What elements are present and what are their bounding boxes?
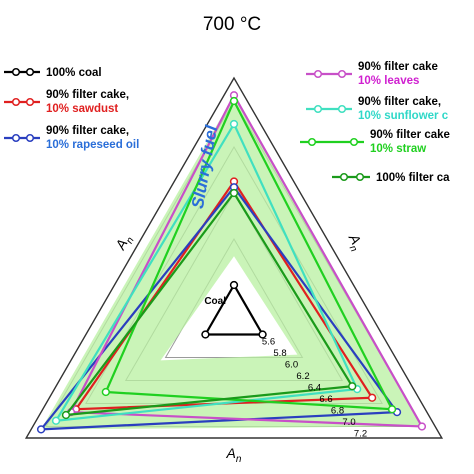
tick-label: 6.6 (319, 394, 332, 405)
series-line (69, 92, 424, 428)
legend-marker (339, 172, 349, 182)
tick-labels: 5.65.86.06.26.46.66.87.07.2 (262, 337, 367, 440)
legend-label: 10% rapeseed oil (46, 139, 139, 151)
legend-label: 90% filter cake, (46, 89, 129, 101)
chart-title: 700 °C (203, 14, 261, 35)
legend-label: 10% straw (370, 143, 426, 155)
tick-label: 6.2 (296, 371, 309, 382)
series-line (203, 282, 265, 336)
legend-label: 90% filter cake, (358, 96, 441, 108)
series-line (63, 191, 355, 417)
series-point (51, 416, 61, 425)
axis-label-left: An (112, 231, 137, 255)
grid-ring (204, 283, 264, 335)
series-point (101, 387, 110, 397)
series-point (417, 422, 427, 431)
series-lines (36, 91, 427, 434)
legend: 100% coal 90% filter cake, 10% sawdust 90% … (4, 61, 450, 184)
series-point (258, 330, 267, 339)
series-point (229, 96, 239, 106)
tick-label: 6.0 (285, 360, 298, 371)
legend-marker (349, 137, 359, 147)
series-point (61, 410, 71, 420)
legend-label: 90% filter cake, (46, 125, 129, 137)
legend-marker (355, 172, 365, 182)
legend-label: 10% sawdust (46, 103, 118, 115)
legend-label: 100% filter ca (376, 172, 450, 184)
legend-marker (25, 67, 35, 77)
series-point (387, 405, 397, 414)
grid-ring (24, 76, 444, 439)
tick-label: 6.8 (331, 406, 344, 417)
series-point (229, 188, 239, 198)
legend-label: 90% filter cake (358, 61, 438, 73)
tick-label: 6.4 (308, 383, 321, 394)
legend-marker (337, 104, 347, 114)
tick-label: 7.2 (354, 429, 367, 440)
legend-marker (337, 69, 347, 79)
legend-label: 90% filter cake (370, 129, 450, 141)
legend-marker (11, 133, 21, 143)
legend-marker (25, 133, 35, 143)
legend-label: 10% leaves (358, 75, 419, 87)
series-line (104, 98, 394, 411)
tick-label: 7.0 (342, 417, 355, 428)
series-point (229, 119, 239, 129)
axis-label-right: An (342, 230, 367, 254)
legend-label: 10% sunflower c (358, 110, 449, 122)
legend-marker (313, 69, 323, 79)
series-point (367, 393, 377, 402)
legend-marker (313, 104, 323, 114)
coal-label: Coal (204, 296, 226, 307)
series-point (201, 330, 210, 339)
axis-label-bottom: An (226, 445, 242, 465)
legend-marker (11, 67, 21, 77)
tick-label: 5.6 (262, 337, 275, 348)
series-point (36, 425, 46, 434)
legend-marker (11, 97, 21, 107)
series-point (348, 382, 357, 391)
series-line (53, 121, 359, 423)
legend-marker (307, 137, 317, 147)
legend-marker (25, 97, 35, 107)
legend-label: 100% coal (46, 67, 102, 79)
tick-label: 5.8 (273, 348, 286, 359)
series-point (229, 280, 239, 290)
